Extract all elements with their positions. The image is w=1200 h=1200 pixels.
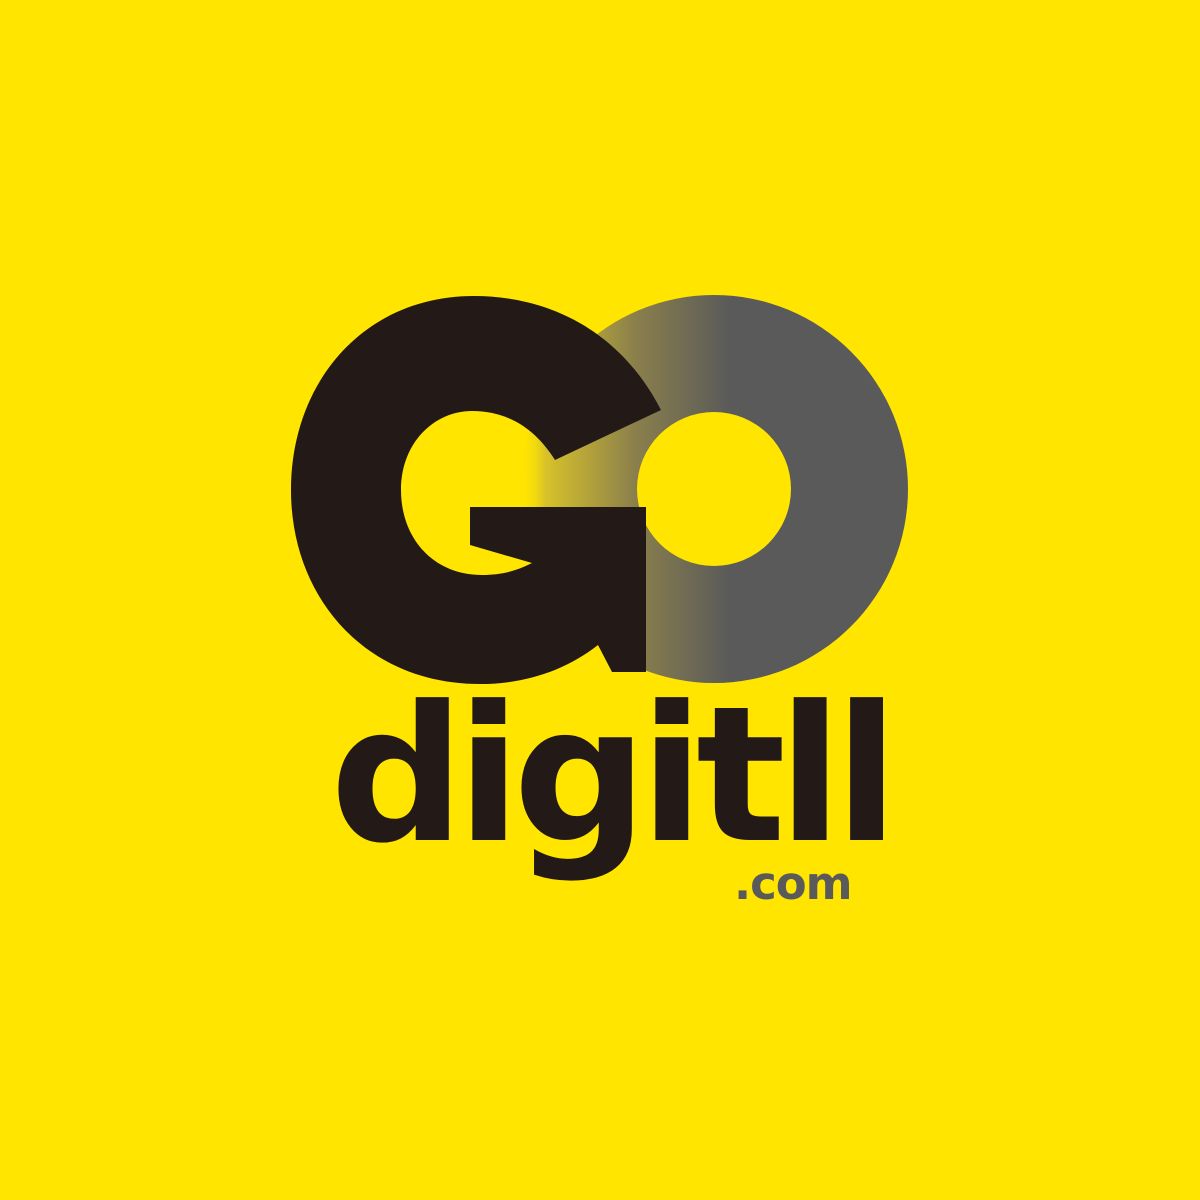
brand-wordmark: digitll — [330, 666, 899, 885]
g-letter — [291, 296, 661, 684]
domain-suffix: .com — [734, 857, 853, 910]
